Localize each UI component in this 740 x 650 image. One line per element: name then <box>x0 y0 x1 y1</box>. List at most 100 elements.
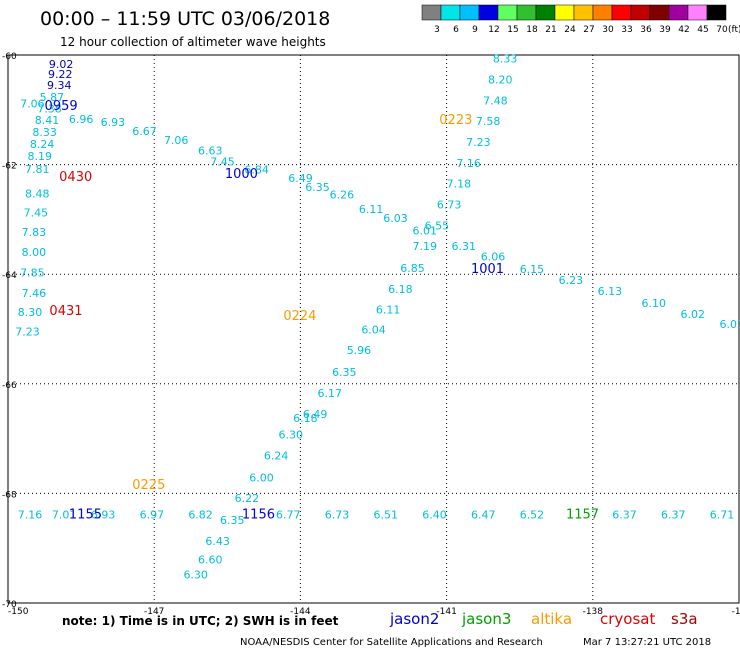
y-tick-label: -70 <box>2 600 17 610</box>
x-tick-label: -144 <box>290 607 311 617</box>
satellite-legend: jason2 jason3 altika cryosat s3a <box>389 610 698 628</box>
colorbar-label: 21 <box>545 25 556 35</box>
colorbar-label: 39 <box>659 25 671 35</box>
swh-value: 7.18 <box>447 178 472 191</box>
swh-value: 7.23 <box>15 326 40 339</box>
time-label: 0959 <box>45 99 78 114</box>
swh-value: 6.77 <box>276 509 301 522</box>
satellite-legend-s3a: s3a <box>671 610 698 628</box>
colorbar-unit: (ft) <box>728 25 740 35</box>
swh-value: 6.73 <box>325 509 350 522</box>
colorbar-label: 18 <box>526 25 538 35</box>
swh-value: 6.51 <box>374 509 399 522</box>
swh-value: 6.43 <box>205 535 230 548</box>
swh-value: 6.55 <box>425 219 450 232</box>
swh-value: 6.84 <box>244 163 269 176</box>
footnote: note: 1) Time is in UTC; 2) SWH is in fe… <box>62 614 339 628</box>
swh-value: 6.73 <box>437 198 462 211</box>
time-label: 0431 <box>49 304 82 319</box>
swh-value: 8.19 <box>27 150 51 163</box>
colorbar-label: 6 <box>453 25 459 35</box>
swh-value: 6.24 <box>264 449 289 462</box>
swh-value: 6.67 <box>132 125 157 138</box>
swh-value: 6.02 <box>681 308 706 321</box>
swh-value: 6.13 <box>598 285 623 298</box>
swh-value: 6.00 <box>249 471 273 484</box>
colorbar-label: 33 <box>621 25 632 35</box>
x-tick-label: -13 <box>732 607 740 617</box>
colorbar-swatch <box>554 4 575 21</box>
swh-value: 6.30 <box>183 568 208 581</box>
x-tick-label: -138 <box>583 607 604 617</box>
colorbar-swatch <box>706 4 727 21</box>
y-tick-label: -62 <box>2 162 17 172</box>
time-label: 1001 <box>471 262 504 277</box>
swh-value: 7.16 <box>18 509 43 522</box>
swh-value: 5.96 <box>347 344 372 357</box>
x-tick-label: -147 <box>144 607 164 617</box>
swh-value: 7.81 <box>25 163 50 176</box>
time-labels: 0959 0430 0431 0223 0224 0225 1000 1001 1155 1156… <box>45 99 600 523</box>
colorbar-swatch <box>573 4 594 21</box>
swh-value: 6.52 <box>520 509 545 522</box>
swh-value: 7.06 <box>164 134 189 147</box>
swh-value: 6.93 <box>91 509 116 522</box>
colorbar-label: 36 <box>640 25 652 35</box>
swh-value: 6.03 <box>720 318 740 331</box>
swh-value: 8.33 <box>493 53 518 66</box>
colorbar-label: 30 <box>602 25 614 35</box>
swh-value: 6.40 <box>422 509 447 522</box>
swh-value: 6.97 <box>140 509 165 522</box>
swh-value: 6.35 <box>305 181 330 194</box>
colorbar-label: 9 <box>472 25 478 35</box>
swh-value: 7.01 <box>52 509 77 522</box>
timestamp: Mar 7 13:27:21 UTC 2018 <box>583 637 711 648</box>
colorbar-swatch <box>421 4 442 21</box>
swh-value: 6.37 <box>661 509 686 522</box>
swh-value: 7.23 <box>466 136 491 149</box>
swh-value: 9.02 <box>49 58 74 71</box>
chart-title: 00:00 – 11:59 UTC 03/06/2018 <box>40 8 330 30</box>
swh-value: 6.26 <box>330 189 355 202</box>
time-label: 1156 <box>242 508 275 523</box>
colorbar-label: 70 <box>716 25 728 35</box>
swh-value: 6.18 <box>293 412 318 425</box>
colorbar-swatch <box>516 4 537 21</box>
colorbar-swatch <box>649 4 670 21</box>
swh-value: 6.11 <box>359 203 384 216</box>
swh-value: 6.96 <box>69 113 94 126</box>
swh-value: 6.35 <box>332 366 357 379</box>
swh-value: 6.23 <box>559 274 584 287</box>
swh-value: 6.31 <box>451 240 476 253</box>
swh-value: 8.24 <box>30 138 55 151</box>
time-label: 1157 <box>566 508 599 523</box>
swh-value: 6.06 <box>481 251 506 264</box>
swh-value: 6.63 <box>198 145 223 158</box>
swh-value: 7.19 <box>412 240 437 253</box>
swh-value: 7.38 <box>37 103 62 116</box>
colorbar-swatch <box>592 4 613 21</box>
time-label: 0224 <box>283 309 316 324</box>
satellite-legend-cryosat: cryosat <box>600 610 655 628</box>
swh-value: 7.16 <box>456 157 481 170</box>
swh-value: 7.45 <box>24 207 48 220</box>
swh-value: 9.22 <box>48 68 73 81</box>
x-tick-label: -150 <box>8 607 29 617</box>
colorbar-label: 24 <box>564 25 576 35</box>
swh-labels: 9.029.229.347.065.877.386.968.418.336.93… <box>15 53 740 582</box>
swh-value: 7.83 <box>22 226 46 239</box>
swh-value: 6.04 <box>361 323 386 336</box>
swh-value: 7.46 <box>22 287 46 300</box>
swh-value: 6.93 <box>101 116 126 129</box>
colorbar-label: 3 <box>434 25 440 35</box>
swh-value: 6.10 <box>642 297 667 310</box>
swh-value: 7.48 <box>483 94 508 107</box>
colorbar-swatch <box>668 4 689 21</box>
swh-value: 8.20 <box>488 73 512 86</box>
colorbar-label: 15 <box>507 25 518 35</box>
swh-value: 9.34 <box>47 79 71 92</box>
swh-value: 6.11 <box>376 304 401 317</box>
chart-subtitle: 12 hour collection of altimeter wave hei… <box>60 35 326 49</box>
satellite-legend-jason2: jason2 <box>389 610 439 628</box>
